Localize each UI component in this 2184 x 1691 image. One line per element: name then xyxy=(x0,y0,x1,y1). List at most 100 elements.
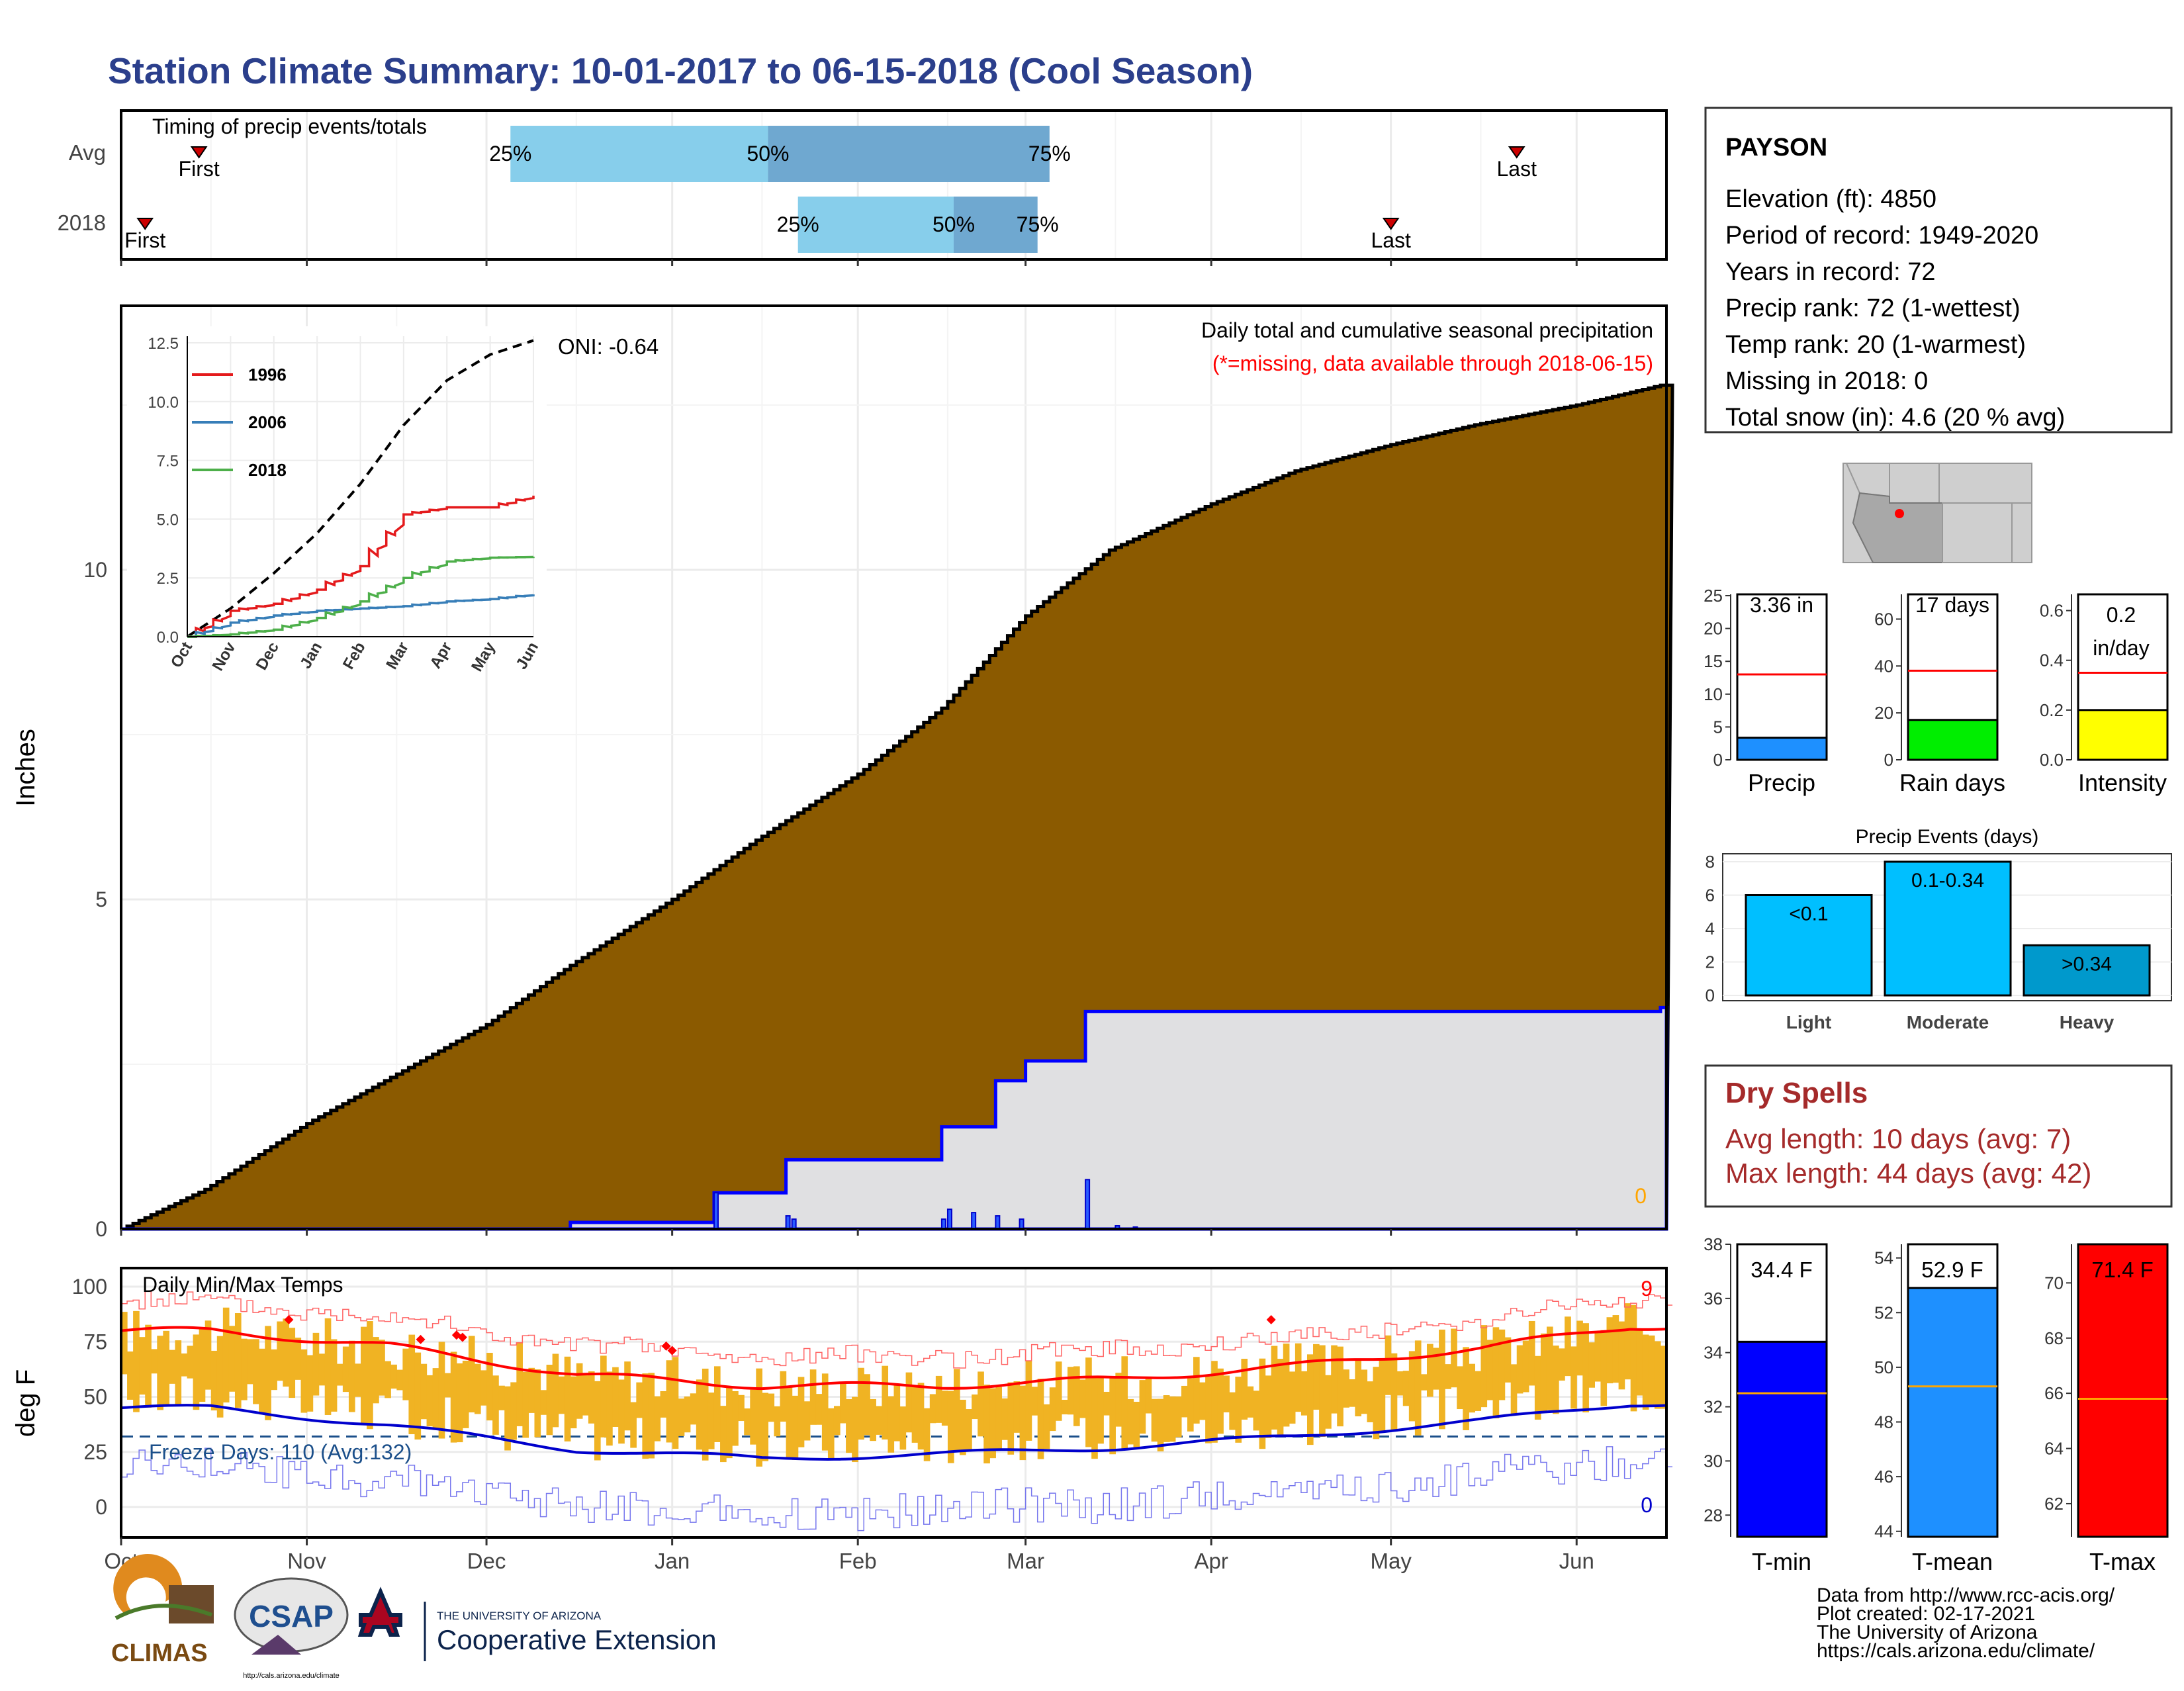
station-period: Period of record: 1949-2020 xyxy=(1725,222,2038,250)
month-label-Dec: Dec xyxy=(467,1549,506,1573)
temp-day-bar-145 xyxy=(989,1388,996,1459)
inset-lines xyxy=(186,339,535,638)
temp-day-bar-254 xyxy=(1642,1334,1649,1410)
temp-day-bar-59 xyxy=(474,1363,481,1414)
precip-ytick-5: 5 xyxy=(95,888,107,911)
record-max-line xyxy=(121,1291,1673,1369)
daily-precip-bar-3 xyxy=(940,1218,946,1230)
temp-day-bar-116 xyxy=(815,1394,823,1425)
dry-spells-box: Dry Spells Avg length: 10 days (avg: 7) … xyxy=(1704,1064,2173,1208)
month-label-Apr: Apr xyxy=(1194,1549,1228,1573)
temp-day-bar-152 xyxy=(1031,1387,1038,1416)
temp-day-bar-74 xyxy=(564,1356,571,1441)
temp-day-bar-180 xyxy=(1199,1382,1206,1420)
dry-spells-avg: Avg length: 10 days (avg: 7) xyxy=(1725,1123,2071,1154)
temp-day-bar-138 xyxy=(947,1391,954,1463)
daily-precip-bars xyxy=(713,1179,1138,1230)
temp-day-bar-119 xyxy=(833,1406,841,1436)
temp-day-bar-240 xyxy=(1559,1348,1565,1381)
temp-day-bar-140 xyxy=(960,1399,966,1455)
temperature-bars xyxy=(121,1303,1667,1467)
csap-text: CSAP xyxy=(249,1599,334,1633)
temp-day-bar-208 xyxy=(1367,1381,1374,1422)
temp-day-bar-12 xyxy=(193,1334,200,1410)
mini-precip-frame xyxy=(1736,593,1828,761)
precip-panel: Inches 0 5 10 Daily total and cumulative… xyxy=(11,304,1674,1241)
temp-day-bar-78 xyxy=(588,1371,595,1424)
tbar-tmean-tick-0: 44 xyxy=(1874,1522,1893,1541)
temp-day-bar-199 xyxy=(1313,1344,1320,1410)
inset-ytick-0: 0.0 xyxy=(157,629,179,647)
mini-precip-value: 3.36 in xyxy=(1750,593,1813,617)
temp-day-bar-228 xyxy=(1486,1340,1494,1400)
temp-day-bar-132 xyxy=(911,1387,919,1443)
temp-day-bar-61 xyxy=(486,1353,493,1421)
mini-raindays-label: Rain days xyxy=(1899,769,2005,796)
temp-day-bar-196 xyxy=(1295,1343,1302,1412)
temp-day-bar-95 xyxy=(690,1393,697,1425)
temp-day-bar-147 xyxy=(1001,1398,1009,1440)
temp-day-bar-58 xyxy=(468,1336,475,1413)
footer-url: https://cals.arizona.edu/climate/ xyxy=(1817,1640,2095,1662)
station-temp-rank: Temp rank: 20 (1-warmest) xyxy=(1725,331,2026,359)
events-bar-2 xyxy=(2023,944,2151,997)
precip-ytick-0: 0 xyxy=(95,1217,107,1241)
temp-day-bar-39 xyxy=(354,1363,361,1397)
freeze-days-label: Freeze Days: 110 (Avg:132) xyxy=(149,1440,412,1464)
temp-day-bar-130 xyxy=(899,1406,907,1450)
temp-day-bar-31 xyxy=(306,1355,314,1412)
temp-day-bar-7 xyxy=(163,1330,170,1406)
daily-precip-bar-4 xyxy=(946,1209,952,1230)
temp-day-bar-225 xyxy=(1469,1363,1475,1413)
temp-day-bar-120 xyxy=(840,1384,846,1424)
inset-ytick-4: 10.0 xyxy=(148,394,179,412)
station-name: PAYSON xyxy=(1725,134,1827,161)
temp-day-bar-149 xyxy=(1013,1381,1021,1433)
timing-p25-label-Avg: 25% xyxy=(489,142,531,165)
station-years: Years in record: 72 xyxy=(1725,258,1936,286)
temp-day-bar-88 xyxy=(648,1373,655,1459)
daily-precip-bar-2 xyxy=(791,1218,797,1230)
inset-series-1996-line xyxy=(187,495,535,638)
temp-day-bar-90 xyxy=(660,1391,667,1418)
temp-day-bar-191 xyxy=(1265,1375,1272,1438)
timing-row-avg-label: Avg xyxy=(69,140,106,165)
missing-note: (*=missing, data available through 2018-… xyxy=(1212,351,1653,375)
temp-day-bar-33 xyxy=(318,1353,326,1386)
temp-day-bar-204 xyxy=(1343,1369,1349,1408)
temp-day-bar-44 xyxy=(385,1361,391,1398)
temp-day-bar-60 xyxy=(480,1370,487,1406)
temp-day-bar-13 xyxy=(199,1328,206,1402)
temp-day-bar-94 xyxy=(684,1396,691,1433)
temp-day-bar-40 xyxy=(361,1326,367,1424)
temp-day-bar-167 xyxy=(1121,1356,1128,1449)
temp-day-bar-68 xyxy=(528,1367,535,1413)
temp-day-bar-66 xyxy=(516,1342,523,1426)
temp-day-bar-209 xyxy=(1373,1367,1380,1440)
record-max-marker-5 xyxy=(667,1346,677,1355)
temp-day-bar-172 xyxy=(1151,1398,1158,1442)
temp-day-bar-110 xyxy=(780,1371,787,1422)
missing-count: 0 xyxy=(1635,1184,1647,1208)
temp-day-bar-25 xyxy=(271,1349,277,1391)
temp-day-bar-34 xyxy=(324,1318,332,1415)
ua-line1: THE UNIVERSITY OF ARIZONA xyxy=(437,1610,602,1622)
mini-raindays-value: 17 days xyxy=(1915,593,1989,617)
temp-day-bar-127 xyxy=(882,1365,889,1440)
temp-day-bar-170 xyxy=(1139,1380,1146,1434)
temp-day-bar-190 xyxy=(1259,1358,1266,1449)
mini-precip-label: Precip xyxy=(1748,769,1815,796)
temp-day-bar-26 xyxy=(277,1321,283,1381)
temp-day-bar-247 xyxy=(1600,1330,1608,1406)
temp-day-bar-249 xyxy=(1612,1315,1619,1383)
temp-day-bar-135 xyxy=(929,1394,936,1424)
record-max-marker-4 xyxy=(661,1341,671,1351)
tbar-tmax-tick-0: 62 xyxy=(2044,1494,2064,1514)
temp-day-bar-65 xyxy=(510,1382,517,1440)
tbar-tmean-tick-2: 48 xyxy=(1874,1412,1893,1432)
temp-day-bar-11 xyxy=(187,1346,194,1379)
record-max-marker-3 xyxy=(457,1332,467,1342)
tbar-tmean-tick-5: 54 xyxy=(1874,1248,1893,1268)
temp-day-bar-253 xyxy=(1636,1330,1643,1396)
tbar-tmean-tick-3: 50 xyxy=(1874,1357,1893,1377)
